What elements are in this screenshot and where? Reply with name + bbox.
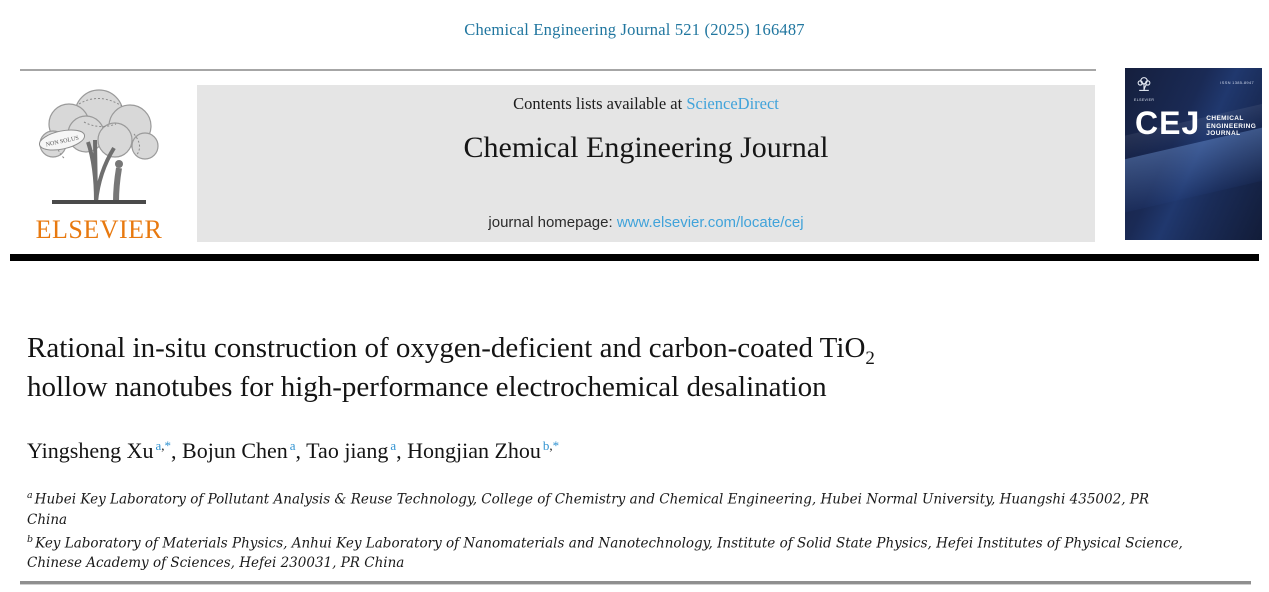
title-line-2: hollow nanotubes for high-performance el… (27, 370, 827, 403)
journal-banner: Contents lists available at ScienceDirec… (197, 85, 1095, 242)
bottom-divider (20, 581, 1251, 585)
affiliation-b: b Key Laboratory of Materials Physics, An… (27, 530, 1255, 574)
affiliation-text: Key Laboratory of Materials Physics, Anh… (35, 535, 1183, 551)
article-title: Rational in-situ construction of oxygen-… (27, 329, 1157, 406)
author: Hongjian Zhou b,* (407, 438, 559, 463)
homepage-line: journal homepage: www.elsevier.com/locat… (488, 214, 803, 231)
contents-line: Contents lists available at ScienceDirec… (513, 94, 779, 114)
cover-tree-icon (1137, 77, 1151, 91)
author-name: Hongjian Zhou (407, 438, 541, 464)
author-name: Tao jiang (306, 438, 389, 464)
author: Yingsheng Xu a,* (27, 438, 171, 463)
author-affil-mark: a (289, 438, 296, 453)
author-affil-mark: a (155, 438, 162, 453)
affiliation-label: b (27, 533, 34, 545)
author: Bojun Chen a (182, 438, 296, 463)
author-name: Bojun Chen (182, 438, 288, 464)
corresponding-author-mark: * (552, 438, 560, 453)
header-divider-bar (10, 254, 1259, 261)
cover-issn: ISSN 1385-8947 (1220, 80, 1254, 85)
author-sup-sep: , (161, 438, 165, 453)
affiliation-text: China (27, 511, 68, 528)
homepage-prefix: journal homepage: (488, 214, 617, 231)
journal-homepage-link[interactable]: www.elsevier.com/locate/cej (616, 214, 804, 231)
cover-name-line: ENGINEERING (1206, 122, 1257, 130)
cover-journal-name: CHEMICAL ENGINEERING JOURNAL (1206, 115, 1256, 138)
cover-elsevier-logo: ELSEVIER (1134, 76, 1154, 102)
cover-name-line: JOURNAL (1206, 130, 1241, 137)
author-sup-sep: , (549, 438, 553, 453)
elsevier-tree-icon: NON SOLUS (38, 89, 159, 204)
affiliation-a: a Hubei Key Laboratory of Pollutant Analy… (27, 486, 1255, 530)
elsevier-wordmark: ELSEVIER (35, 215, 163, 244)
cover-name-line: CHEMICAL (1206, 115, 1244, 122)
journal-title: Chemical Engineering Journal (463, 131, 829, 164)
affiliation-text: Hubei Key Laboratory of Pollutant Analys… (34, 491, 1150, 508)
author-separator: , (295, 438, 307, 464)
author-list: Yingsheng Xu a,*, Bojun Chen a, Tao jiang a… (27, 438, 559, 464)
affiliation-text: Chinese Academy of Sciences, Hefei 23003… (27, 555, 405, 571)
title-line-1: Rational in-situ construction of oxygen-… (27, 332, 866, 364)
author-separator: , (396, 438, 408, 464)
affiliation-list: a Hubei Key Laboratory of Pollutant Analy… (27, 486, 1255, 573)
elsevier-logo: NON SOLUS ELSEVIER (21, 84, 177, 248)
top-divider (20, 69, 1096, 71)
affiliation-label: a (27, 490, 33, 501)
journal-cover-thumbnail: ELSEVIER ISSN 1385-8947 CEJ CHEMICAL ENG… (1125, 68, 1262, 240)
cover-publisher-label: ELSEVIER (1134, 98, 1155, 102)
contents-prefix: Contents lists available at (513, 94, 687, 113)
journal-citation: Chemical Engineering Journal 521 (2025) … (464, 20, 805, 39)
sciencedirect-link[interactable]: ScienceDirect (686, 94, 779, 113)
author-separator: , (171, 438, 183, 464)
cover-abbrev: CEJ (1135, 105, 1201, 141)
author-affil-mark: a (390, 438, 397, 453)
cover-title-block: CEJ CHEMICAL ENGINEERING JOURNAL (1135, 105, 1256, 141)
author-name: Yingsheng Xu (27, 438, 154, 464)
title-subscript: 2 (865, 347, 875, 369)
author: Tao jiang a (306, 438, 396, 463)
corresponding-author-mark: * (164, 438, 172, 453)
author-affil-mark: b (542, 438, 550, 453)
